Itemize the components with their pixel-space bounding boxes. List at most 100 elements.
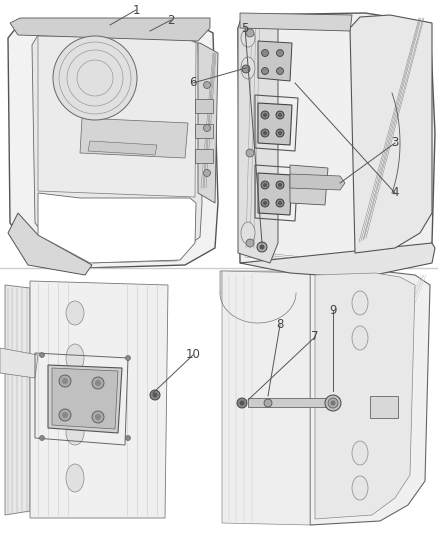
Polygon shape — [80, 118, 188, 158]
Polygon shape — [38, 36, 196, 197]
Polygon shape — [240, 243, 435, 278]
Bar — [195, 124, 213, 138]
Circle shape — [62, 378, 68, 384]
Circle shape — [278, 183, 282, 187]
Polygon shape — [88, 141, 157, 155]
Circle shape — [276, 50, 283, 56]
Text: 9: 9 — [329, 304, 337, 318]
Circle shape — [246, 239, 254, 247]
Circle shape — [242, 65, 250, 73]
Bar — [248, 398, 333, 407]
Ellipse shape — [241, 222, 255, 244]
Ellipse shape — [241, 57, 255, 79]
Polygon shape — [310, 271, 430, 525]
Ellipse shape — [66, 464, 84, 492]
Polygon shape — [222, 271, 310, 525]
Polygon shape — [258, 173, 292, 215]
Circle shape — [246, 149, 254, 157]
Circle shape — [263, 201, 267, 205]
Polygon shape — [240, 13, 352, 31]
Text: 1: 1 — [132, 4, 140, 17]
Circle shape — [204, 169, 211, 176]
Polygon shape — [0, 348, 38, 378]
Polygon shape — [8, 23, 218, 268]
Circle shape — [261, 111, 269, 119]
Circle shape — [92, 377, 104, 389]
Polygon shape — [290, 174, 345, 190]
Circle shape — [39, 435, 45, 440]
Polygon shape — [5, 285, 30, 515]
Polygon shape — [10, 18, 210, 41]
Circle shape — [261, 199, 269, 207]
Ellipse shape — [352, 291, 368, 315]
Circle shape — [331, 400, 336, 406]
Circle shape — [246, 29, 254, 37]
Circle shape — [59, 409, 71, 421]
Circle shape — [263, 113, 267, 117]
Circle shape — [59, 375, 71, 387]
Polygon shape — [198, 43, 218, 203]
Ellipse shape — [352, 326, 368, 350]
Circle shape — [152, 392, 158, 398]
Text: 3: 3 — [391, 136, 399, 149]
Circle shape — [150, 390, 160, 400]
Circle shape — [92, 411, 104, 423]
Bar — [195, 149, 213, 163]
Circle shape — [264, 399, 272, 407]
Circle shape — [204, 82, 211, 88]
Bar — [195, 99, 213, 113]
Circle shape — [276, 199, 284, 207]
Circle shape — [278, 113, 282, 117]
Circle shape — [276, 129, 284, 137]
Circle shape — [257, 242, 267, 252]
Circle shape — [126, 356, 131, 360]
Circle shape — [276, 111, 284, 119]
Polygon shape — [238, 13, 435, 265]
Circle shape — [278, 131, 282, 135]
Text: 2: 2 — [167, 13, 175, 27]
Ellipse shape — [352, 476, 368, 500]
Polygon shape — [350, 15, 432, 253]
Polygon shape — [290, 165, 328, 205]
Polygon shape — [220, 271, 300, 295]
Text: 5: 5 — [241, 21, 249, 35]
Circle shape — [204, 125, 211, 132]
Polygon shape — [48, 365, 122, 433]
Circle shape — [261, 68, 268, 75]
Polygon shape — [315, 273, 415, 519]
Text: 7: 7 — [311, 330, 319, 343]
Circle shape — [261, 50, 268, 56]
Circle shape — [39, 352, 45, 358]
Circle shape — [237, 398, 247, 408]
Circle shape — [261, 129, 269, 137]
Ellipse shape — [66, 301, 84, 325]
Circle shape — [126, 435, 131, 440]
Text: 10: 10 — [186, 349, 201, 361]
Ellipse shape — [66, 421, 84, 445]
Polygon shape — [52, 368, 118, 429]
Ellipse shape — [66, 344, 84, 372]
Circle shape — [261, 181, 269, 189]
Circle shape — [276, 181, 284, 189]
Circle shape — [62, 412, 68, 418]
Circle shape — [263, 131, 267, 135]
Circle shape — [278, 201, 282, 205]
Ellipse shape — [352, 441, 368, 465]
Polygon shape — [38, 193, 196, 263]
Circle shape — [95, 414, 101, 420]
Polygon shape — [30, 281, 168, 518]
Ellipse shape — [241, 29, 255, 47]
Circle shape — [95, 380, 101, 386]
Polygon shape — [8, 213, 92, 275]
Circle shape — [53, 36, 137, 120]
Circle shape — [325, 395, 341, 411]
Circle shape — [276, 68, 283, 75]
Circle shape — [240, 400, 244, 406]
Text: 4: 4 — [391, 187, 399, 199]
Polygon shape — [238, 15, 278, 263]
Circle shape — [259, 245, 265, 249]
Polygon shape — [32, 35, 202, 255]
Text: 8: 8 — [276, 319, 284, 332]
Text: 6: 6 — [189, 77, 197, 90]
Polygon shape — [258, 103, 292, 145]
